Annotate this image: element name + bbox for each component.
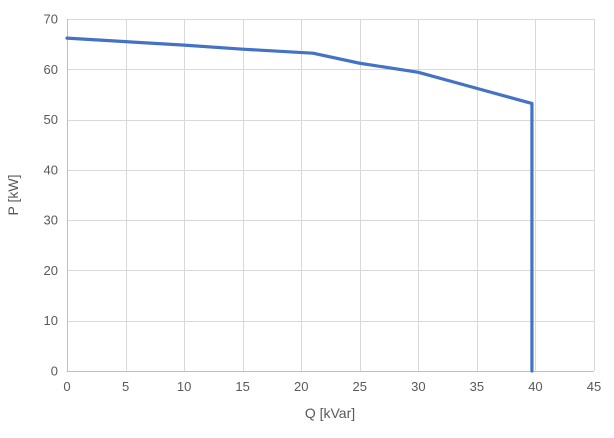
x-tick-label: 10 [177,379,191,394]
x-tick-label: 5 [122,379,129,394]
y-tick-label: 60 [44,62,58,77]
x-tick-label: 15 [235,379,249,394]
data-series [65,36,534,373]
gridlines [67,19,595,371]
y-tick-label: 30 [44,213,58,228]
x-tick-label: 0 [63,379,70,394]
x-tick-label: 25 [353,379,367,394]
series-line [65,36,534,373]
y-tick-label: 70 [44,12,58,27]
y-tick-label: 10 [44,313,58,328]
x-axis-title: Q [kVar] [305,405,355,421]
y-tick-label: 20 [44,263,58,278]
x-tick-label: 20 [294,379,308,394]
y-tick-label: 0 [51,364,58,379]
x-tick-label: 40 [528,379,542,394]
y-axis-title: P [kW] [5,175,21,216]
tick-labels: 0 5 10 15 20 25 30 35 40 45 0 10 20 30 40 50 60 70 [44,12,602,395]
y-tick-label: 40 [44,162,58,177]
x-tick-label: 30 [411,379,425,394]
y-tick-label: 50 [44,112,58,127]
x-tick-label: 35 [470,379,484,394]
x-tick-label: 45 [587,379,601,394]
axes [66,19,594,372]
